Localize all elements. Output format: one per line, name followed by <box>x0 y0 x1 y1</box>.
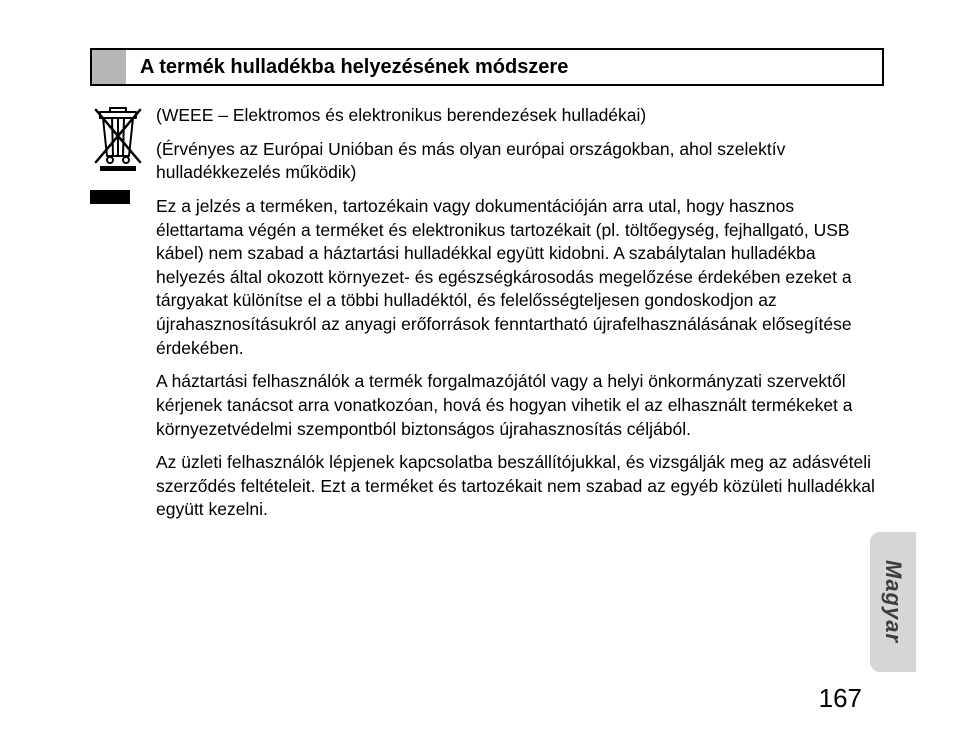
side-column <box>90 104 156 204</box>
content-row: (WEEE – Elektromos és elektronikus beren… <box>90 104 884 532</box>
language-tab: Magyar <box>870 532 916 672</box>
body-text-column: (WEEE – Elektromos és elektronikus beren… <box>156 104 884 532</box>
section-heading-bar: A termék hulladékba helyezésének módszer… <box>90 48 884 86</box>
weee-crossed-bin-icon <box>90 104 146 174</box>
language-tab-label: Magyar <box>880 560 906 643</box>
heading-accent-square <box>92 50 126 84</box>
section-heading: A termék hulladékba helyezésének módszer… <box>126 50 882 84</box>
paragraph-household: A háztartási felhasználók a termék forga… <box>156 370 884 441</box>
paragraph-business: Az üzleti felhasználók lépjenek kapcsola… <box>156 451 884 522</box>
manual-page: A termék hulladékba helyezésének módszer… <box>0 0 954 742</box>
paragraph-weee-title: (WEEE – Elektromos és elektronikus beren… <box>156 104 884 128</box>
paragraph-main: Ez a jelzés a terméken, tartozékain vagy… <box>156 195 884 360</box>
paragraph-validity: (Érvényes az Európai Unióban és más olya… <box>156 138 884 185</box>
page-number: 167 <box>819 683 862 714</box>
side-black-bar <box>90 190 130 204</box>
